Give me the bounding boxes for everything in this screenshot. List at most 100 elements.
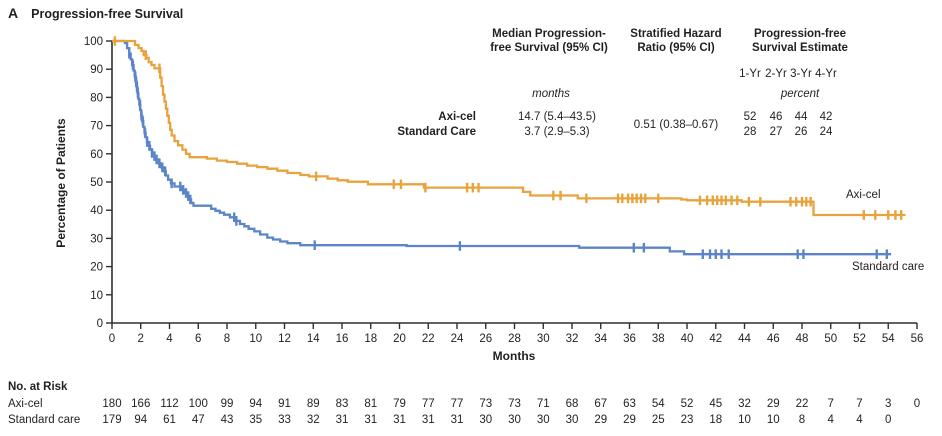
pfs-estimate-header: Progression-free Survival Estimate [752,28,848,54]
risk-count: 112 [160,398,179,410]
risk-count: 52 [680,398,694,410]
risk-count: 4 [856,414,863,426]
x-tick-label: 32 [566,333,579,345]
x-tick-label: 54 [882,333,895,345]
risk-count: 100 [188,398,208,410]
x-tick-label: 44 [738,333,751,345]
risk-count: 180 [102,398,122,410]
x-tick-label: 20 [393,333,406,345]
y-tick-label: 30 [90,233,103,245]
risk-count: 166 [131,398,151,410]
estimate-axi-4yr: 42 [819,111,833,123]
risk-count: 31 [335,414,349,426]
x-tick-label: 56 [911,333,924,345]
curve-label-axi-cel: Axi-cel [846,189,881,201]
risk-count: 32 [306,414,320,426]
x-tick-label: 46 [767,333,780,345]
risk-count: 7 [856,398,863,410]
risk-count: 83 [335,398,349,410]
x-tick-label: 40 [681,333,694,345]
x-tick-label: 22 [422,333,435,345]
risk-count: 61 [163,414,176,426]
estimate-std-3yr: 26 [794,126,808,138]
y-tick-label: 90 [90,64,103,76]
x-tick-label: 26 [479,333,492,345]
risk-count: 79 [393,398,406,410]
risk-count: 99 [220,398,234,410]
risk-count: 10 [766,414,780,426]
x-tick-label: 42 [709,333,722,345]
risk-count: 35 [249,414,263,426]
axi-cel-curve [112,39,906,217]
risk-count: 22 [795,398,809,410]
x-tick-label: 28 [508,333,521,345]
year-col-2yr: 2-Yr [765,68,787,80]
risk-count: 63 [623,398,636,410]
x-tick-label: 8 [224,333,230,345]
y-tick-label: 40 [90,205,103,217]
risk-count: 30 [536,414,550,426]
table-row-label-axi-cel: Axi-cel [438,111,476,123]
x-tick-label: 16 [336,333,349,345]
median-value-standard-care: 3.7 (2.9–5.3) [524,126,590,138]
year-col-3yr: 3-Yr [790,68,812,80]
risk-count: 77 [450,398,464,410]
x-tick-label: 30 [537,333,550,345]
risk-count: 33 [278,414,291,426]
y-tick-label: 10 [90,290,103,302]
x-tick-label: 52 [853,333,866,345]
x-tick-label: 10 [249,333,262,345]
risk-count: 7 [827,398,834,410]
risk-count: 54 [651,398,665,410]
risk-count: 18 [709,414,723,426]
estimate-axi-3yr: 44 [794,111,808,123]
risk-count: 30 [479,414,493,426]
estimate-std-4yr: 24 [819,126,833,138]
risk-table-header: No. at Risk [8,381,68,393]
curve-label-standard-care: Standard care [852,261,925,273]
y-tick-label: 60 [90,149,103,161]
y-tick-label: 50 [90,177,103,189]
risk-count: 4 [827,414,834,426]
risk-count: 43 [220,414,234,426]
risk-count: 10 [738,414,751,426]
x-tick-label: 14 [307,333,320,345]
estimate-std-2yr: 27 [769,126,783,138]
risk-count: 25 [651,414,665,426]
x-tick-label: 18 [364,333,377,345]
hazard-ratio-value: 0.51 (0.38–0.67) [633,119,719,131]
x-tick-label: 6 [195,333,201,345]
y-tick-label: 20 [90,262,103,274]
y-axis-title: Percentage of Patients [54,118,68,248]
x-tick-label: 36 [623,333,636,345]
figure-title: Progression-free Survival [31,7,184,21]
risk-count: 8 [798,414,806,426]
risk-count: 23 [680,414,694,426]
year-col-1yr: 1-Yr [739,68,761,80]
risk-count: 31 [393,414,406,426]
risk-count: 0 [885,414,892,426]
risk-count: 45 [709,398,723,410]
x-tick-label: 24 [451,333,464,345]
x-tick-label: 38 [652,333,665,345]
y-tick-label: 70 [90,121,103,133]
figure-header: A Progression-free Survival [8,5,183,23]
x-tick-label: 4 [166,333,173,345]
risk-count: 81 [364,398,378,410]
risk-row-label-standard-care: Standard care [8,414,81,426]
risk-count: 89 [306,398,320,410]
x-axis-title: Months [492,349,536,363]
risk-count: 30 [508,414,521,426]
risk-count: 47 [191,414,205,426]
estimate-units-label: percent [780,88,820,100]
risk-count: 73 [508,398,521,410]
y-tick-label: 0 [97,318,103,330]
median-value-axi-cel: 14.7 (5.4–43.5) [517,111,597,123]
risk-count: 0 [913,398,921,410]
year-col-4yr: 4-Yr [815,68,837,80]
panel-letter: A [8,5,19,21]
risk-count: 94 [134,414,148,426]
risk-count: 29 [766,398,780,410]
